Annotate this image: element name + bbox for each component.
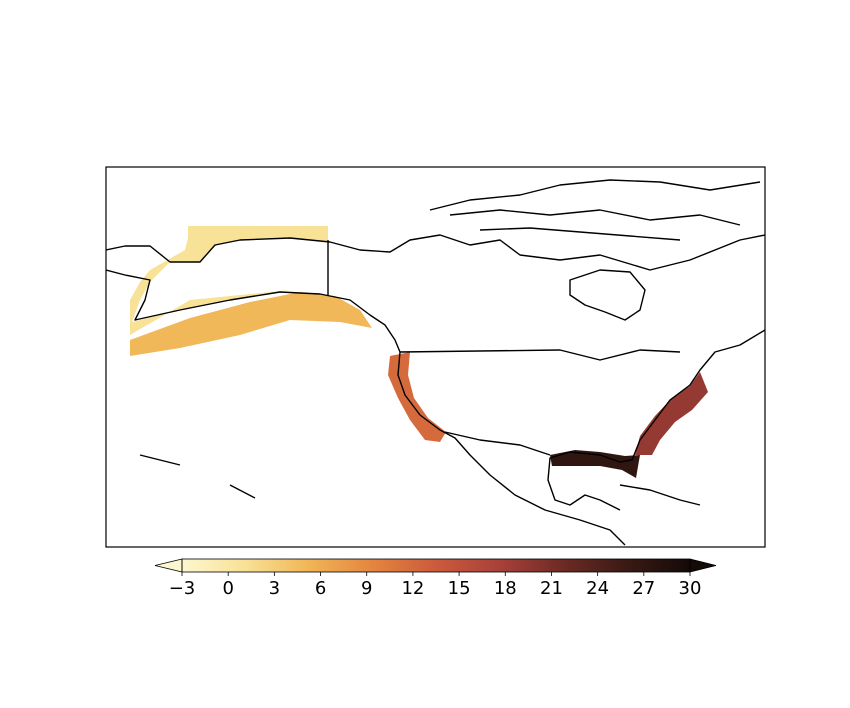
coastline xyxy=(106,234,765,271)
colorbar-tick-label: 24 xyxy=(586,578,609,599)
colorbar-tick-label: 0 xyxy=(222,578,233,599)
colorbar-tick-label: 6 xyxy=(315,578,326,599)
colorbar-extend-low xyxy=(154,558,183,573)
colorbar-extend-high xyxy=(689,558,717,573)
region xyxy=(388,352,446,442)
colorbar-tick-label: 3 xyxy=(269,578,280,599)
border xyxy=(327,240,681,456)
colorbar-tick-label: 12 xyxy=(401,578,424,599)
colorbar-tick-label: 30 xyxy=(679,578,702,599)
coastline xyxy=(139,454,701,506)
colorbar: −3 0 3 6 9 12 15 18 21 24 27 30 xyxy=(154,558,717,599)
region xyxy=(130,226,328,335)
colorbar-tick-label: 27 xyxy=(632,578,655,599)
colorbar-tick-label: 15 xyxy=(448,578,471,599)
coastlines xyxy=(106,179,765,546)
coastline xyxy=(547,329,765,511)
colorbar-tick-label: −3 xyxy=(169,578,196,599)
colorbar-tick-label: 18 xyxy=(494,578,517,599)
colorbar-body xyxy=(182,559,690,572)
coastline xyxy=(106,269,626,546)
map-frame xyxy=(105,166,766,548)
coastline xyxy=(429,179,761,241)
region xyxy=(550,450,640,478)
colorbar-tick-label: 9 xyxy=(361,578,372,599)
coastline xyxy=(569,269,646,321)
colorbar-tick-label: 21 xyxy=(540,578,563,599)
region xyxy=(635,372,708,455)
colorbar-outline xyxy=(181,558,691,573)
region xyxy=(130,292,372,356)
regions xyxy=(130,226,708,478)
